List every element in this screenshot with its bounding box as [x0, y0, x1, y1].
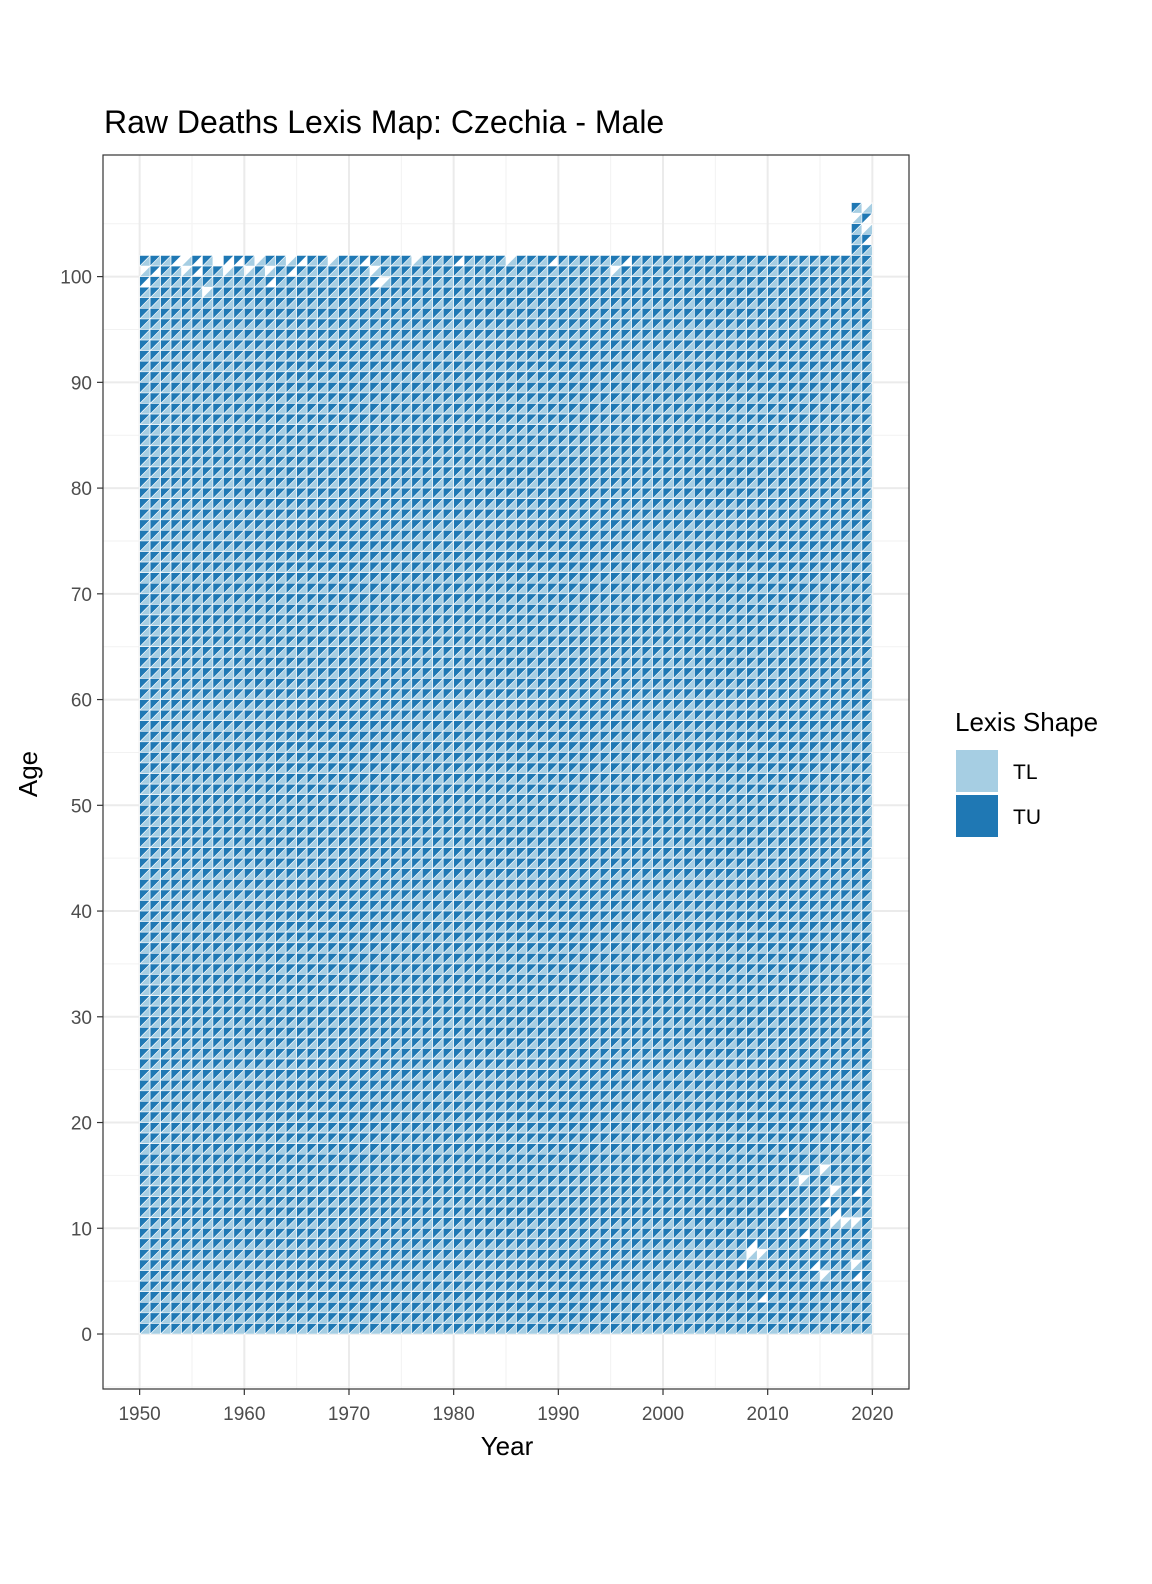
y-tick-label: 30	[71, 1008, 92, 1029]
y-axis: 0 10 20 30 40 50 60 70 80 90 100	[60, 268, 103, 1346]
y-tick-label: 40	[71, 902, 92, 923]
lexis-cells	[139, 202, 873, 1335]
x-tick-label: 1950	[118, 1404, 160, 1425]
y-tick-label: 70	[71, 585, 92, 606]
y-tick-label: 20	[71, 1114, 92, 1135]
x-tick-label: 2000	[642, 1404, 684, 1425]
y-tick-label: 90	[71, 373, 92, 394]
legend: Lexis Shape TL TU	[955, 707, 1098, 837]
y-axis-title: Age	[13, 751, 43, 797]
y-tick-label: 60	[71, 691, 92, 712]
y-tick-label: 0	[81, 1325, 92, 1346]
y-tick-label: 10	[71, 1219, 92, 1240]
chart-title: Raw Deaths Lexis Map: Czechia - Male	[104, 104, 664, 140]
x-tick-label: 1980	[433, 1404, 475, 1425]
x-tick-label: 1960	[223, 1404, 265, 1425]
panel-border	[102, 154, 910, 1390]
legend-key-tl	[956, 750, 998, 792]
y-tick-label: 100	[60, 268, 92, 289]
x-tick-label: 1990	[537, 1404, 579, 1425]
x-axis-title: Year	[481, 1431, 534, 1461]
series-tu-triangles	[139, 202, 873, 1335]
legend-key-tu	[956, 795, 998, 837]
y-tick-label: 80	[71, 479, 92, 500]
legend-label-tl: TL	[1013, 761, 1038, 784]
legend-label-tu: TU	[1013, 806, 1041, 829]
x-tick-label: 2010	[747, 1404, 789, 1425]
y-tick-label: 50	[71, 796, 92, 817]
x-tick-label: 1970	[328, 1404, 370, 1425]
legend-title: Lexis Shape	[955, 707, 1098, 737]
x-tick-label: 2020	[851, 1404, 893, 1425]
x-axis: 1950 1960 1970 1980 1990 2000 2010 2020	[118, 1389, 894, 1425]
